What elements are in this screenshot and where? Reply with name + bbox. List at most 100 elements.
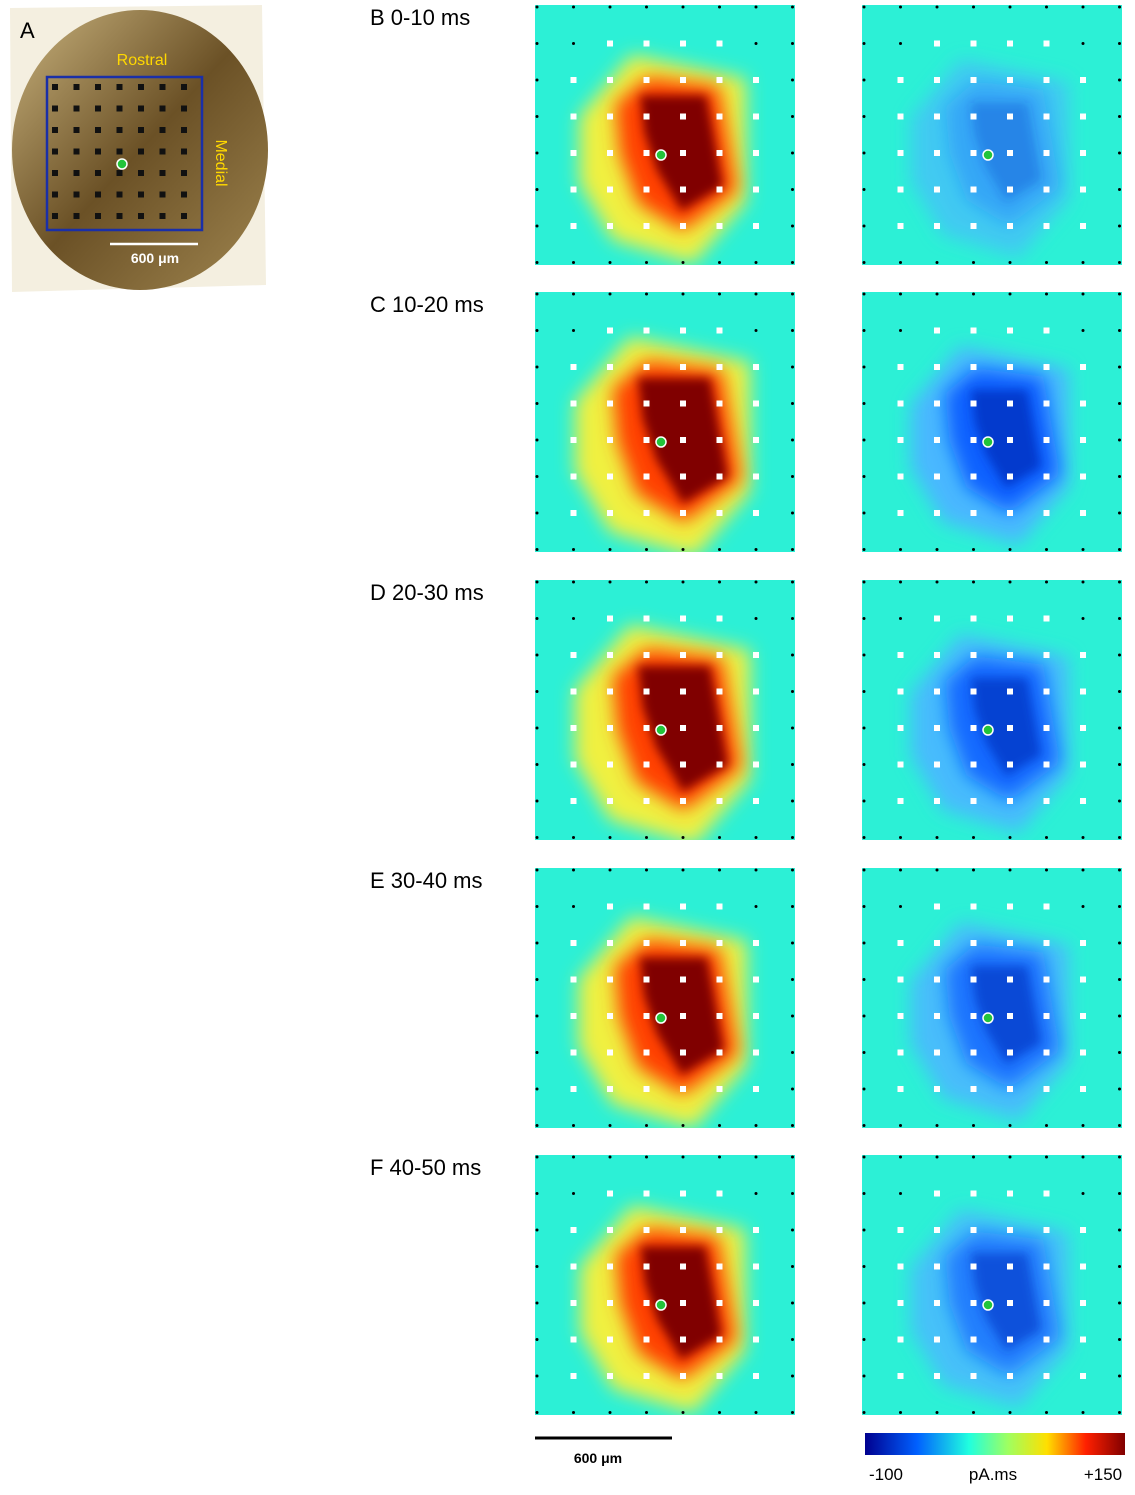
grid-dot — [936, 869, 939, 872]
stim-site — [971, 187, 977, 193]
grid-dot — [1082, 836, 1085, 839]
stim-site — [717, 474, 723, 480]
stim-site — [607, 510, 613, 516]
grid-dot — [863, 475, 866, 478]
stim-site — [934, 652, 940, 658]
stim-site — [644, 725, 650, 731]
stim-site — [1007, 150, 1013, 156]
grid-dot — [791, 329, 794, 332]
stim-site — [898, 437, 904, 443]
grid-dot — [1118, 869, 1121, 872]
grid-dot — [1118, 1338, 1121, 1341]
grid-dot — [536, 329, 539, 332]
grid-dot — [1009, 6, 1012, 9]
grid-dot — [536, 293, 539, 296]
electrode — [160, 213, 166, 219]
grid-dot — [1045, 581, 1048, 584]
grid-dot — [1118, 727, 1121, 730]
stim-site — [971, 114, 977, 120]
stim-site — [644, 223, 650, 229]
stim-site — [644, 616, 650, 622]
stim-site — [680, 904, 686, 910]
grid-dot — [536, 1338, 539, 1341]
electrode — [160, 149, 166, 155]
stim-site — [1007, 940, 1013, 946]
grid-dot — [536, 548, 539, 551]
stim-site — [680, 798, 686, 804]
grid-dot — [791, 402, 794, 405]
stim-site — [607, 616, 613, 622]
electrode — [117, 213, 123, 219]
grid-dot — [1118, 1375, 1121, 1378]
grid-dot — [718, 293, 721, 296]
grid-dot — [1045, 1156, 1048, 1159]
electrode — [181, 127, 187, 133]
grid-dot — [718, 261, 721, 264]
grid-dot — [791, 1411, 794, 1414]
grid-dot — [863, 115, 866, 118]
stim-site — [971, 1337, 977, 1343]
grid-dot — [682, 548, 685, 551]
grid-dot — [791, 225, 794, 228]
stim-site — [971, 1300, 977, 1306]
grid-dot — [609, 581, 612, 584]
stim-site — [1007, 725, 1013, 731]
stim-site — [934, 1300, 940, 1306]
grid-dot — [572, 1192, 575, 1195]
panel-label: F 40-50 ms — [370, 1155, 481, 1180]
grid-dot — [718, 836, 721, 839]
stim-site — [1007, 187, 1013, 193]
electrode — [52, 127, 58, 133]
electrode — [138, 84, 144, 90]
grid-dot — [755, 329, 758, 332]
stim-site — [1080, 364, 1086, 370]
stim-site — [1080, 689, 1086, 695]
stim-site — [1080, 1264, 1086, 1270]
grid-dot — [536, 836, 539, 839]
grid-dot — [536, 1192, 539, 1195]
grid-dot — [645, 293, 648, 296]
grid-dot — [536, 225, 539, 228]
grid-dot — [1118, 1015, 1121, 1018]
inhibitory-map — [862, 292, 1122, 552]
stim-site — [607, 187, 613, 193]
stim-site — [898, 1050, 904, 1056]
scale-label: 600 μm — [574, 1450, 622, 1466]
stim-site — [607, 1373, 613, 1379]
grid-dot — [1082, 261, 1085, 264]
grid-dot — [682, 6, 685, 9]
grid-dot — [536, 152, 539, 155]
grid-dot — [572, 548, 575, 551]
grid-dot — [536, 1265, 539, 1268]
grid-dot — [1118, 402, 1121, 405]
stim-site — [1080, 437, 1086, 443]
stim-site — [1007, 114, 1013, 120]
grid-dot — [899, 42, 902, 45]
grid-dot — [936, 6, 939, 9]
stim-site — [607, 1227, 613, 1233]
stim-site — [753, 940, 759, 946]
grid-dot — [1118, 188, 1121, 191]
grid-dot — [863, 548, 866, 551]
stim-site — [571, 652, 577, 658]
grid-dot — [536, 366, 539, 369]
stim-site — [1044, 725, 1050, 731]
grid-dot — [791, 439, 794, 442]
stim-site — [571, 762, 577, 768]
grid-dot — [536, 115, 539, 118]
grid-dot — [1118, 654, 1121, 657]
scale-label: 600 μm — [131, 250, 179, 266]
electrode — [181, 170, 187, 176]
stim-site — [971, 725, 977, 731]
grid-dot — [536, 1051, 539, 1054]
grid-dot — [536, 617, 539, 620]
stim-site — [971, 977, 977, 983]
grid-dot — [1082, 548, 1085, 551]
grid-dot — [863, 1192, 866, 1195]
grid-dot — [899, 293, 902, 296]
stim-site — [898, 187, 904, 193]
stim-site — [680, 940, 686, 946]
grid-dot — [791, 1051, 794, 1054]
grid-dot — [863, 727, 866, 730]
grid-dot — [1118, 293, 1121, 296]
